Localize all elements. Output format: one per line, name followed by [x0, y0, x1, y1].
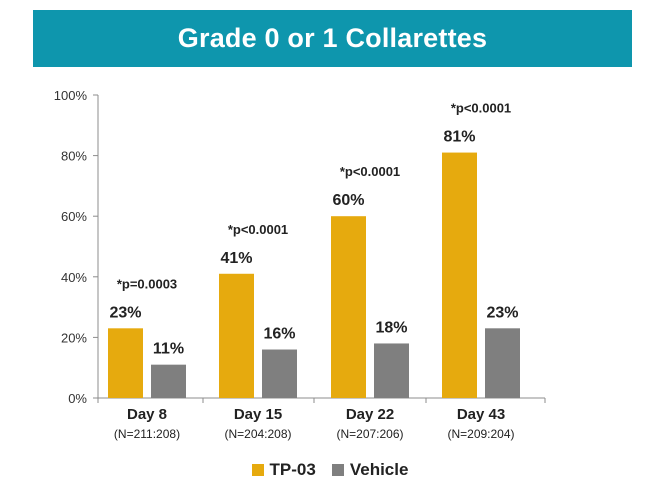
bar-tp-03-1 — [108, 328, 143, 398]
data-label: 16% — [263, 326, 295, 343]
p-value-annotation: *p=0.0003 — [117, 276, 177, 291]
bar-tp-03-3 — [331, 216, 366, 398]
x-subcategory-label: (N=204:208) — [224, 427, 291, 441]
chart-axes: 0% 20% 40% 60% 80% 100% — [54, 88, 546, 406]
data-label: 11% — [153, 341, 184, 358]
x-subcategory-label: (N=211:208) — [114, 427, 180, 441]
data-label: 23% — [109, 304, 141, 321]
chart-title: Grade 0 or 1 Collarettes — [177, 23, 488, 53]
chart-bars — [108, 152, 520, 398]
y-tick-label: 80% — [61, 149, 87, 164]
p-value-annotation: *p<0.0001 — [228, 222, 288, 237]
legend-item-vehicle: Vehicle — [331, 460, 409, 480]
x-category-label: Day 43 — [457, 406, 505, 423]
bar-vehicle-2 — [262, 349, 297, 398]
y-tick-label: 40% — [61, 270, 87, 285]
y-tick-label: 0% — [68, 391, 87, 406]
legend-label-vehicle: Vehicle — [349, 460, 409, 479]
data-label: 23% — [486, 304, 518, 321]
x-category-label: Day 22 — [346, 406, 394, 423]
legend-swatch-vehicle — [331, 464, 344, 476]
p-value-annotation: *p<0.0001 — [451, 101, 511, 116]
bar-tp-03-4 — [442, 152, 477, 398]
title-banner: Grade 0 or 1 Collarettes — [33, 10, 632, 67]
data-label: 18% — [375, 319, 407, 336]
data-label: 60% — [332, 192, 364, 209]
legend: TP-03 Vehicle — [0, 460, 660, 480]
x-category-label: Day 15 — [234, 406, 282, 423]
p-value-annotation: *p<0.0001 — [340, 164, 400, 179]
bar-vehicle-1 — [151, 364, 186, 398]
legend-item-tp03: TP-03 — [251, 460, 316, 480]
y-tick-label: 60% — [61, 209, 87, 224]
bar-vehicle-3 — [374, 343, 409, 398]
legend-swatch-tp03 — [251, 464, 264, 476]
x-category-label: Day 8 — [127, 406, 167, 423]
y-tick-label: 100% — [54, 88, 88, 103]
x-subcategory-label: (N=209:204) — [447, 427, 514, 441]
bar-tp-03-2 — [219, 273, 254, 398]
bar-vehicle-4 — [485, 328, 520, 398]
y-tick-label: 20% — [61, 330, 87, 345]
x-subcategory-label: (N=207:206) — [336, 427, 403, 441]
chart-labels: 23% 11% *p=0.0003 Day 8 (N=211:208) 41% 16% *p<… — [109, 101, 518, 441]
data-label: 81% — [443, 129, 475, 146]
data-label: 41% — [220, 250, 252, 267]
legend-label-tp03: TP-03 — [269, 460, 316, 479]
